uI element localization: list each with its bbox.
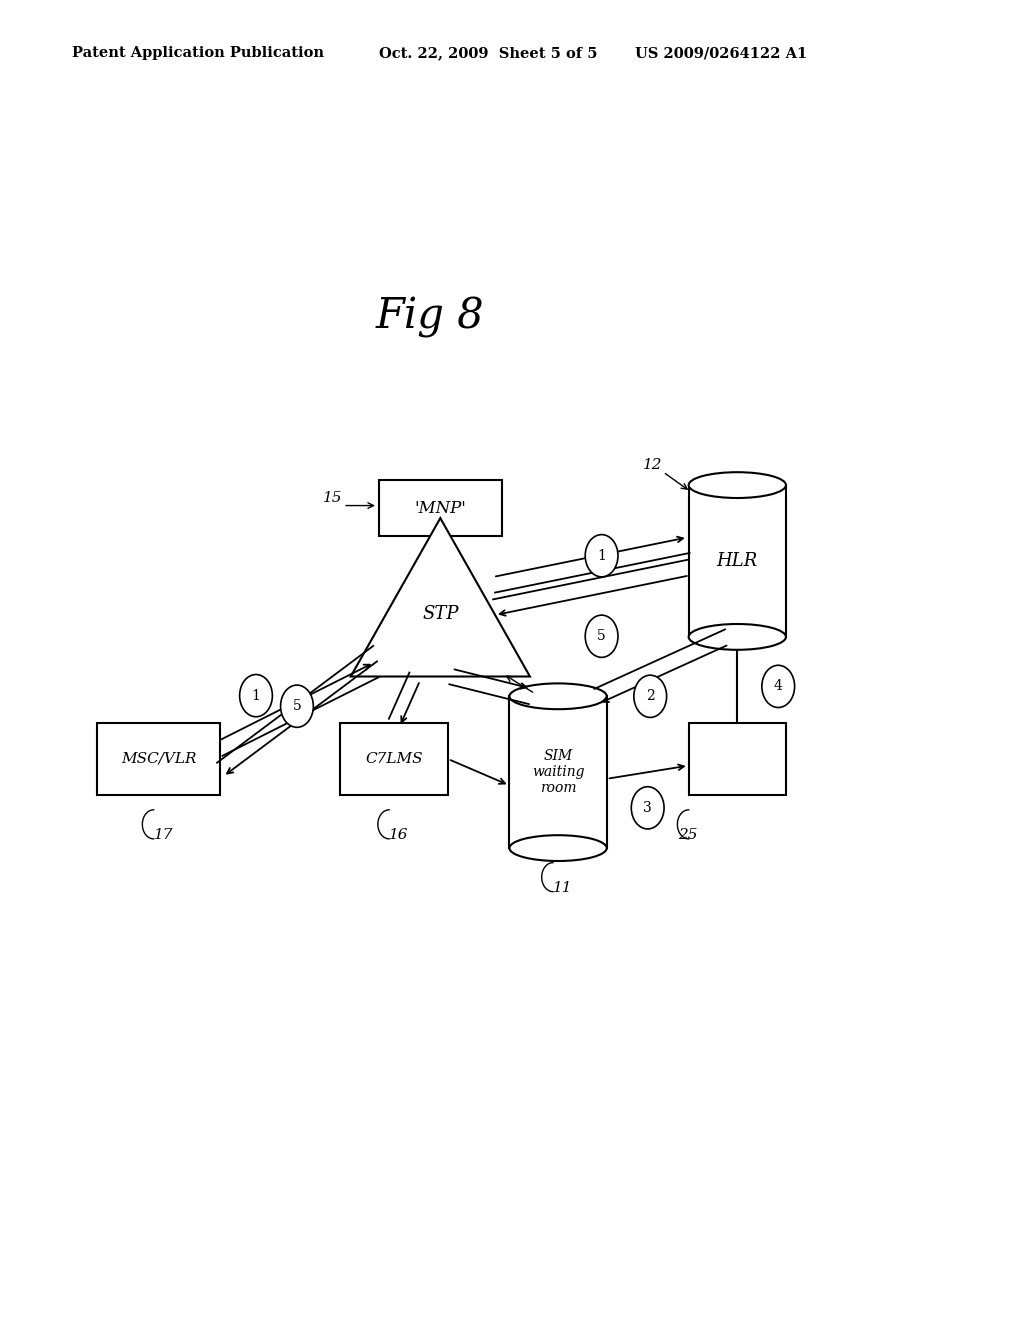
Ellipse shape <box>510 684 606 709</box>
Text: 1: 1 <box>252 689 260 702</box>
Circle shape <box>762 665 795 708</box>
Bar <box>688 486 786 638</box>
Text: 5: 5 <box>293 700 301 713</box>
Text: 1: 1 <box>597 549 606 562</box>
Text: 15: 15 <box>323 491 342 504</box>
Text: Oct. 22, 2009  Sheet 5 of 5: Oct. 22, 2009 Sheet 5 of 5 <box>379 46 597 61</box>
Bar <box>379 480 502 536</box>
Circle shape <box>281 685 313 727</box>
Text: 3: 3 <box>643 801 652 814</box>
Text: SIM
waiting
room: SIM waiting room <box>531 748 585 796</box>
Circle shape <box>585 535 618 577</box>
Bar <box>97 723 220 795</box>
Circle shape <box>585 615 618 657</box>
Circle shape <box>240 675 272 717</box>
Text: 14: 14 <box>535 689 555 704</box>
Text: Fig 8: Fig 8 <box>376 296 484 338</box>
Text: US 2009/0264122 A1: US 2009/0264122 A1 <box>635 46 807 61</box>
Text: STP: STP <box>422 605 459 623</box>
Text: 'MNP': 'MNP' <box>415 500 466 516</box>
Text: 25: 25 <box>678 828 698 842</box>
Text: 5: 5 <box>597 630 606 643</box>
Circle shape <box>634 676 667 718</box>
Text: 16: 16 <box>389 828 409 842</box>
Text: HLR: HLR <box>717 552 758 570</box>
Bar <box>340 723 449 795</box>
Circle shape <box>631 787 665 829</box>
Ellipse shape <box>510 836 606 861</box>
Text: 12: 12 <box>643 458 663 473</box>
Bar <box>510 697 606 849</box>
Polygon shape <box>350 517 530 676</box>
Text: 17: 17 <box>154 828 173 842</box>
Text: 4: 4 <box>774 680 782 693</box>
Ellipse shape <box>688 624 786 649</box>
Text: 2: 2 <box>646 689 654 704</box>
Text: MSC/VLR: MSC/VLR <box>121 752 197 766</box>
Text: Patent Application Publication: Patent Application Publication <box>72 46 324 61</box>
Text: C7LMS: C7LMS <box>366 752 423 766</box>
Text: 11: 11 <box>553 880 572 895</box>
Bar <box>688 723 786 795</box>
Ellipse shape <box>688 473 786 498</box>
